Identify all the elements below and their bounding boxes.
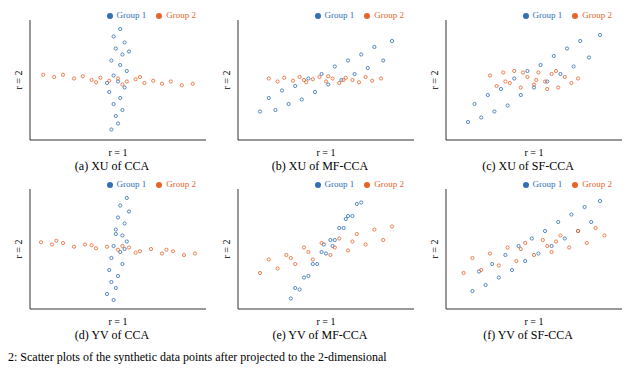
html-text:(b) XU of MF-CCA: (b) XU of MF-CCA [271,159,369,173]
svg-text:r = 1: r = 1 [109,316,128,327]
svg-text:r = 1: r = 1 [317,147,336,158]
html-text:Group 2: Group 2 [166,10,196,20]
svg-text:r = 2: r = 2 [429,240,440,259]
html-text:Group 1: Group 1 [324,179,355,189]
html-text:(d) YV of CCA: (d) YV of CCA [74,328,150,342]
html-text:(c) XU of SF-CCA: (c) XU of SF-CCA [482,159,574,173]
html-text:(a) XU of CCA: (a) XU of CCA [74,159,150,173]
html-text:Group 2: Group 2 [374,179,404,189]
html-text:Group 1: Group 1 [324,10,355,20]
html-text:Group 1: Group 1 [532,179,563,189]
svg-text:r = 2: r = 2 [13,240,24,259]
html-text:Group 1: Group 1 [116,179,147,189]
svg-text:r = 2: r = 2 [221,71,232,90]
svg-text:r = 1: r = 1 [525,147,544,158]
html-text:Group 1: Group 1 [532,10,563,20]
html-text:(f) YV of SF-CCA: (f) YV of SF-CCA [483,328,573,342]
svg-text:r = 2: r = 2 [429,71,440,90]
html-text:2: Scatter plots of the synthe: 2: Scatter plots of the synthetic data p… [8,350,387,364]
html-text:Group 1: Group 1 [116,10,147,20]
html-text:Group 2: Group 2 [166,179,196,189]
svg-text:r = 2: r = 2 [221,240,232,259]
html-text:(e) YV of MF-CCA: (e) YV of MF-CCA [272,328,368,342]
html-text:Group 2: Group 2 [374,10,404,20]
html-text:Group 2: Group 2 [582,179,612,189]
html-text:Group 2: Group 2 [582,10,612,20]
svg-text:r = 1: r = 1 [525,316,544,327]
svg-text:r = 1: r = 1 [109,147,128,158]
svg-text:r = 2: r = 2 [13,71,24,90]
svg-text:r = 1: r = 1 [317,316,336,327]
